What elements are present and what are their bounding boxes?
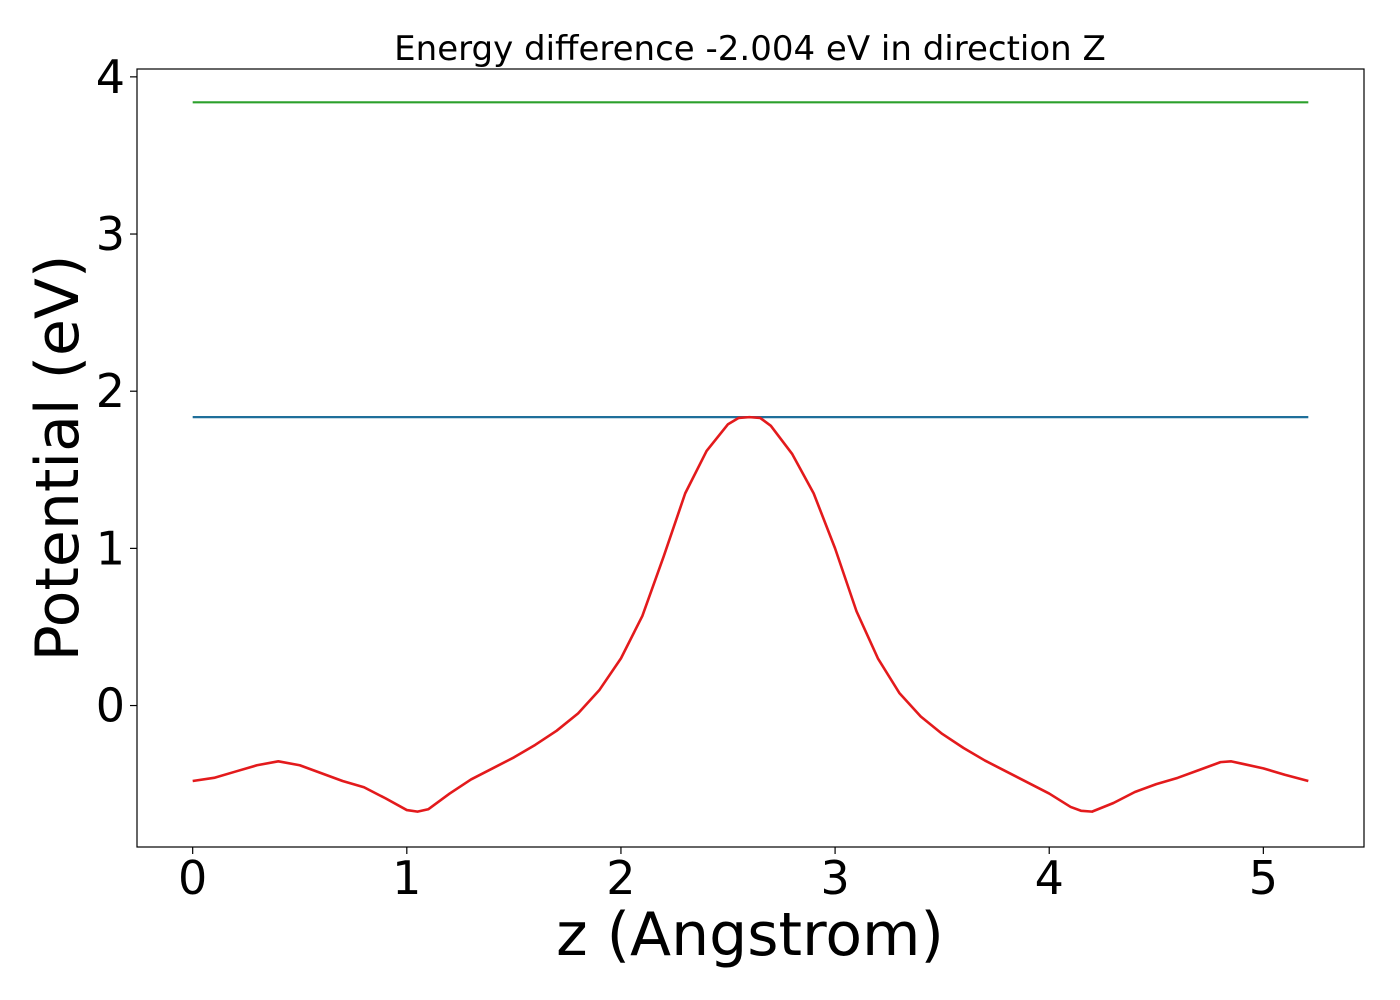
plot-frame [136,68,1365,848]
series-layer [192,101,1309,813]
y-tick-label: 3 [96,207,125,261]
x-tick-label: 5 [1249,851,1278,905]
x-axis-label: z (Angstrom) [556,900,944,970]
y-tick-label: 0 [96,679,125,733]
x-tick-label: 1 [392,851,421,905]
y-tick-label: 1 [96,521,125,575]
y-tick-label: 4 [96,50,125,104]
chart-title: Energy difference -2.004 eV in direction… [394,29,1106,69]
series-line-1 [192,415,1309,813]
y-axis-label: Potential (eV) [23,255,93,662]
y-axis: 0 1 2 3 4 [96,50,137,733]
x-tick-label: 4 [1035,851,1064,905]
y-tick-label: 2 [96,364,125,418]
x-axis: 0 1 2 3 4 5 [178,847,1278,905]
x-tick-label: 0 [178,851,207,905]
x-tick-label: 2 [606,851,635,905]
x-tick-label: 3 [820,851,849,905]
